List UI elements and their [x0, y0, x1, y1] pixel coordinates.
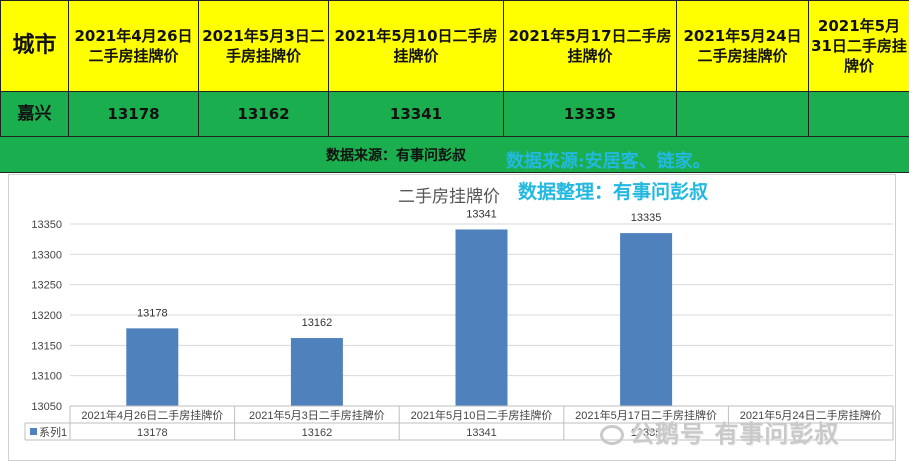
date-header: 2021年5月24日二手房挂牌价: [676, 0, 809, 92]
x-tick-label: 2021年5月3日二手房挂牌价: [249, 408, 385, 422]
city-header: 城市: [0, 0, 69, 92]
x-tick-label: 2021年5月17日二手房挂牌价: [575, 408, 717, 422]
data-label: 13178: [137, 307, 168, 319]
price-cell: 13341: [328, 91, 504, 137]
date-header: 2021年5月31日二手房挂牌价: [808, 0, 909, 92]
price-cell: 13335: [503, 91, 677, 137]
y-tick-label: 13100: [31, 371, 62, 383]
city-name: 嘉兴: [0, 91, 69, 137]
watermark-text: 公鹅号 有事问彭叔: [630, 420, 840, 448]
legend-series-name: 系列1: [39, 425, 67, 439]
price-table: 城市 2021年4月26日二手房挂牌价 2021年5月3日二手房挂牌价 2021…: [0, 0, 909, 137]
bar-chart: 13050 13100 13150 13200 13250 13300 13350 13178…: [8, 174, 896, 461]
y-tick-label: 13200: [31, 310, 62, 322]
x-tick-label: 2021年4月26日二手房挂牌价: [81, 408, 223, 422]
source-bar-text: 数据来源：有事问彭叔: [326, 148, 466, 164]
bar: [290, 338, 343, 406]
bar: [455, 229, 508, 406]
data-source-overlay: 数据来源:安居客、链家。: [506, 151, 711, 172]
watermark: 公鹅号 有事问彭叔: [600, 414, 839, 449]
bar: [126, 328, 179, 406]
penguin-logo-icon: [600, 425, 624, 445]
y-tick-label: 13300: [31, 249, 62, 261]
price-cell: [808, 91, 909, 137]
y-tick-label: 13250: [31, 280, 62, 292]
data-label: 13162: [302, 317, 333, 329]
y-tick-label: 13150: [31, 340, 62, 352]
date-header: 2021年5月3日二手房挂牌价: [198, 0, 329, 92]
price-cell: [676, 91, 809, 137]
price-cell: 13162: [198, 91, 329, 137]
chart-title: 二手房挂牌价: [398, 187, 500, 207]
y-tick-label: 13350: [31, 219, 62, 231]
table-value: 13178: [137, 427, 168, 439]
table-header-row: 城市 2021年4月26日二手房挂牌价 2021年5月3日二手房挂牌价 2021…: [0, 0, 909, 92]
date-header: 2021年5月10日二手房挂牌价: [328, 0, 504, 92]
price-cell: 13178: [68, 91, 199, 137]
table-value: 13162: [302, 427, 333, 439]
y-tick-label: 13050: [31, 401, 62, 413]
bar: [620, 233, 673, 406]
table-value: 13341: [466, 427, 497, 439]
table-value: 13335: [631, 427, 662, 439]
data-compiled-overlay: 数据整理：有事问彭叔: [518, 181, 709, 203]
x-tick-label: 2021年5月10日二手房挂牌价: [411, 408, 553, 422]
table-row: 嘉兴 13178 13162 13341 13335: [0, 91, 909, 137]
date-header: 2021年5月17日二手房挂牌价: [503, 0, 677, 92]
date-header: 2021年4月26日二手房挂牌价: [68, 0, 199, 92]
data-label: 13335: [631, 212, 662, 224]
legend-swatch: [30, 428, 37, 435]
source-bar: 数据来源：有事问彭叔: [0, 137, 909, 173]
x-tick-label: 2021年5月24日二手房挂牌价: [740, 408, 882, 422]
data-label: 13341: [466, 208, 497, 220]
